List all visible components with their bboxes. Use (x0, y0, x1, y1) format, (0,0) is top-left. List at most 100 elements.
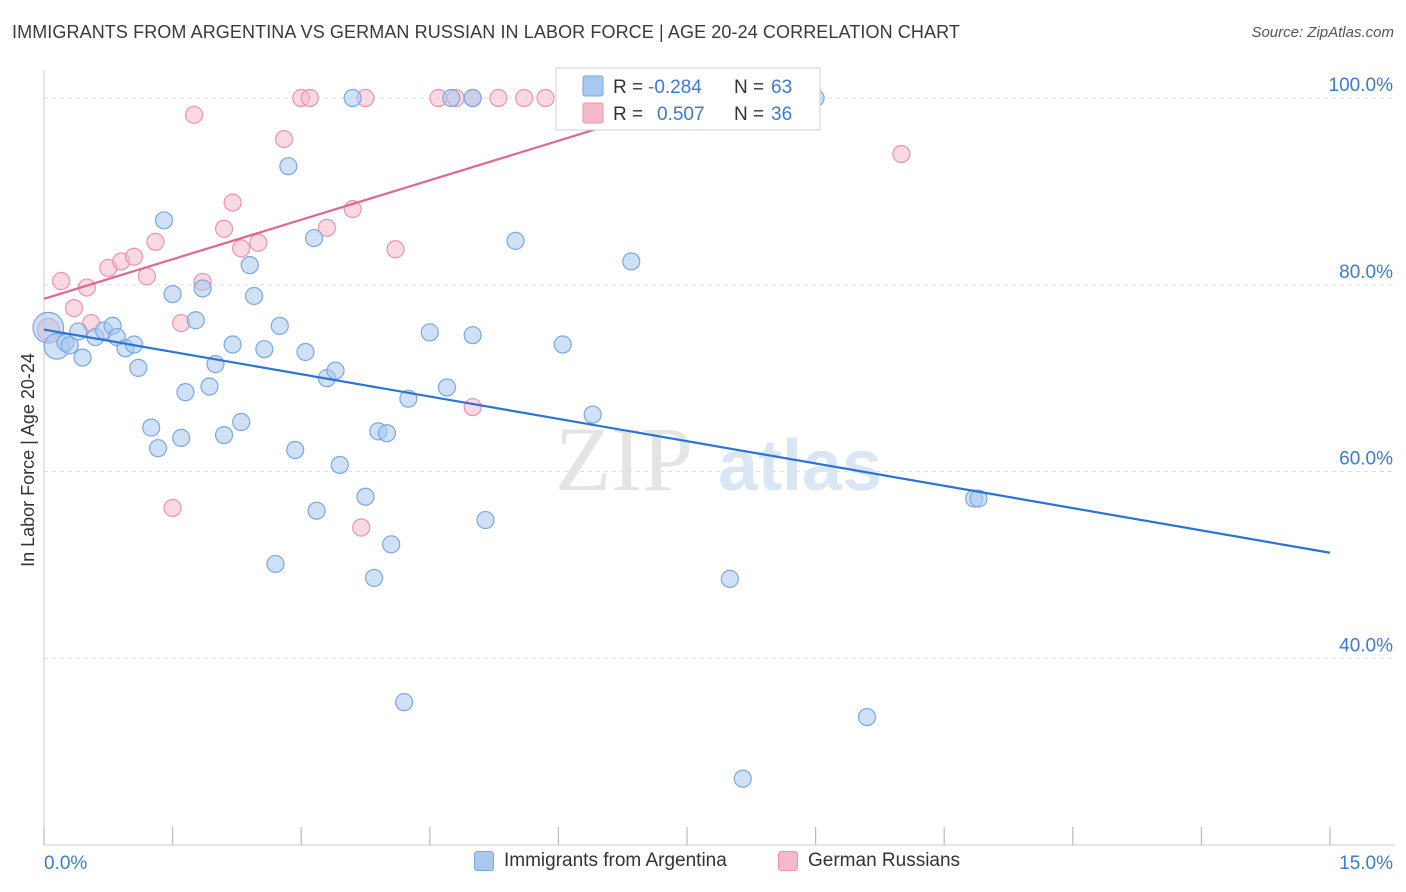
correlation-legend: R = -0.284 N = 63 R = 0.507 N = 36 (555, 67, 821, 131)
point-argentina (142, 418, 161, 437)
tick-labels: 40.0% 60.0% 80.0% 100.0% 0.0% 15.0% (44, 75, 1393, 874)
point-argentina (420, 323, 439, 342)
point-german-russian (52, 271, 71, 291)
point-german-russian (352, 518, 371, 537)
point-argentina (364, 568, 384, 588)
y-tick-label: 40.0% (1339, 635, 1393, 656)
point-argentina (232, 412, 251, 432)
point-argentina (200, 377, 219, 396)
point-argentina (720, 569, 739, 588)
point-argentina (60, 336, 79, 355)
legend-swatch-argentina (474, 851, 494, 871)
axes-layer (43, 70, 1395, 846)
point-german-russian (232, 239, 251, 258)
point-german-russian (249, 233, 268, 252)
legend-label-argentina: Immigrants from Argentina (504, 850, 727, 871)
point-argentina (307, 501, 326, 520)
point-german-russian (223, 193, 242, 212)
point-german-russian (515, 88, 534, 108)
point-argentina (154, 211, 174, 230)
x-tick-label: 0.0% (44, 853, 87, 874)
point-argentina (969, 489, 988, 508)
point-argentina (163, 284, 182, 304)
point-argentina (442, 88, 461, 108)
point-argentina (244, 286, 264, 306)
point-argentina (622, 252, 641, 271)
point-argentina (304, 228, 324, 248)
y-tick-label: 60.0% (1339, 449, 1393, 470)
source-label: Source: ZipAtlas.com (1251, 24, 1394, 41)
y-axis-label: In Labor Force | Age 20-24 (18, 353, 38, 567)
point-german-russian (274, 129, 294, 149)
point-german-russian (146, 232, 165, 251)
point-argentina (286, 440, 305, 460)
point-german-russian (892, 144, 911, 164)
point-argentina (73, 348, 92, 367)
point-german-russian (124, 247, 144, 266)
watermark-zip: ZIP (555, 408, 693, 510)
legend-item-german-russians[interactable]: German Russians (778, 850, 960, 872)
point-argentina (255, 340, 274, 359)
point-german-russian (214, 219, 234, 238)
point-argentina (176, 383, 195, 402)
trend-line-argentina (43, 328, 1331, 554)
legend-item-argentina[interactable]: Immigrants from Argentina (474, 850, 727, 872)
legend-r-label-1: R = (613, 77, 643, 98)
point-german-russian (300, 88, 319, 108)
legend-n-value-1: 63 (771, 77, 792, 98)
point-argentina (223, 335, 242, 354)
point-argentina (186, 311, 205, 330)
point-argentina (463, 88, 482, 108)
legend-swatch-pink (582, 102, 604, 124)
point-argentina (476, 510, 495, 530)
point-argentina (193, 279, 212, 298)
legend-r-value-2: 0.507 (657, 104, 705, 125)
grid-layer (44, 97, 1395, 659)
point-argentina (172, 428, 191, 447)
point-argentina (214, 425, 234, 445)
watermark-atlas: atlas (718, 426, 882, 506)
point-argentina (326, 361, 345, 380)
point-argentina (463, 326, 482, 345)
point-german-russian (163, 498, 182, 518)
point-argentina (506, 231, 525, 250)
point-german-russian (536, 88, 555, 108)
point-argentina (240, 256, 259, 275)
y-tick-label: 80.0% (1339, 262, 1393, 283)
point-german-russian (317, 218, 337, 237)
point-argentina (382, 535, 401, 554)
point-german-russian (463, 397, 482, 417)
point-argentina (394, 693, 414, 712)
legend-label-german-russians: German Russians (808, 850, 961, 871)
legend-r-label-2: R = (613, 104, 643, 125)
point-argentina (270, 316, 289, 335)
legend-r-value-1: -0.284 (648, 77, 702, 98)
point-argentina (733, 769, 752, 788)
point-argentina (583, 405, 602, 424)
point-argentina (279, 157, 298, 176)
point-german-russian (64, 299, 84, 318)
y-tick-label: 100.0% (1329, 75, 1394, 96)
legend-n-value-2: 36 (771, 104, 792, 125)
legend-swatch-blue (582, 75, 604, 97)
point-argentina (330, 455, 349, 475)
x-tick-label: 15.0% (1339, 853, 1393, 874)
point-argentina (296, 342, 315, 362)
bottom-legend: Immigrants from Argentina German Russian… (0, 850, 1406, 880)
point-argentina (129, 358, 148, 377)
legend-n-label-2: N = (734, 104, 764, 125)
legend-swatch-german-russians (778, 851, 798, 871)
point-argentina (266, 554, 285, 574)
legend-n-label-1: N = (734, 77, 764, 98)
point-argentina (148, 439, 168, 458)
point-german-russian (386, 240, 405, 259)
chart-title: IMMIGRANTS FROM ARGENTINA VS GERMAN RUSS… (12, 22, 960, 42)
point-argentina (553, 335, 572, 354)
point-argentina (377, 424, 397, 443)
point-german-russian (137, 267, 156, 286)
point-argentina (356, 487, 375, 506)
point-german-russian (184, 105, 204, 124)
point-argentina (857, 707, 877, 727)
point-argentina (343, 88, 362, 108)
